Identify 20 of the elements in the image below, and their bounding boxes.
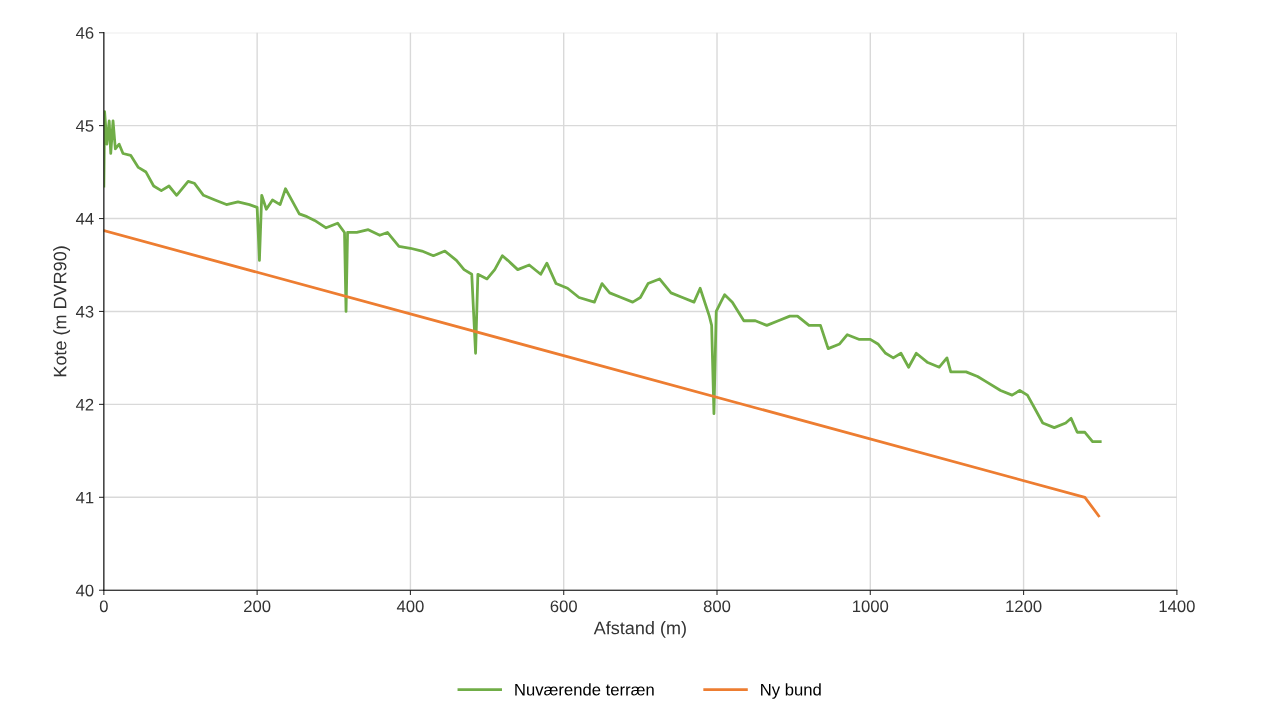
y-axis-title: Kote (m DVR90) [53,246,71,377]
x-tick-label: 400 [396,600,424,613]
y-tick-label: 44 [75,213,94,225]
y-tick-label: 42 [75,398,94,411]
x-tick-label: 200 [244,600,271,613]
legend-label: Nuværende terræn [515,683,654,696]
legend-label: Ny bund [761,683,821,699]
line-series [103,110,1102,443]
x-tick-label: 1400 [1159,600,1195,613]
x-axis-title: Afstand (m) [593,621,686,638]
x-tick-label: 1200 [1006,600,1042,613]
y-tick-label: 43 [75,305,94,318]
x-tick-label: 0 [99,600,108,613]
y-tick-label: 40 [75,584,94,597]
x-tick-label: 1000 [853,600,889,613]
x-tick-label: 600 [550,600,577,613]
y-tick-label: 41 [75,491,94,504]
x-tick-label: 800 [703,600,731,613]
y-tick-label: 45 [75,120,94,132]
y-tick-label: 46 [75,27,94,39]
